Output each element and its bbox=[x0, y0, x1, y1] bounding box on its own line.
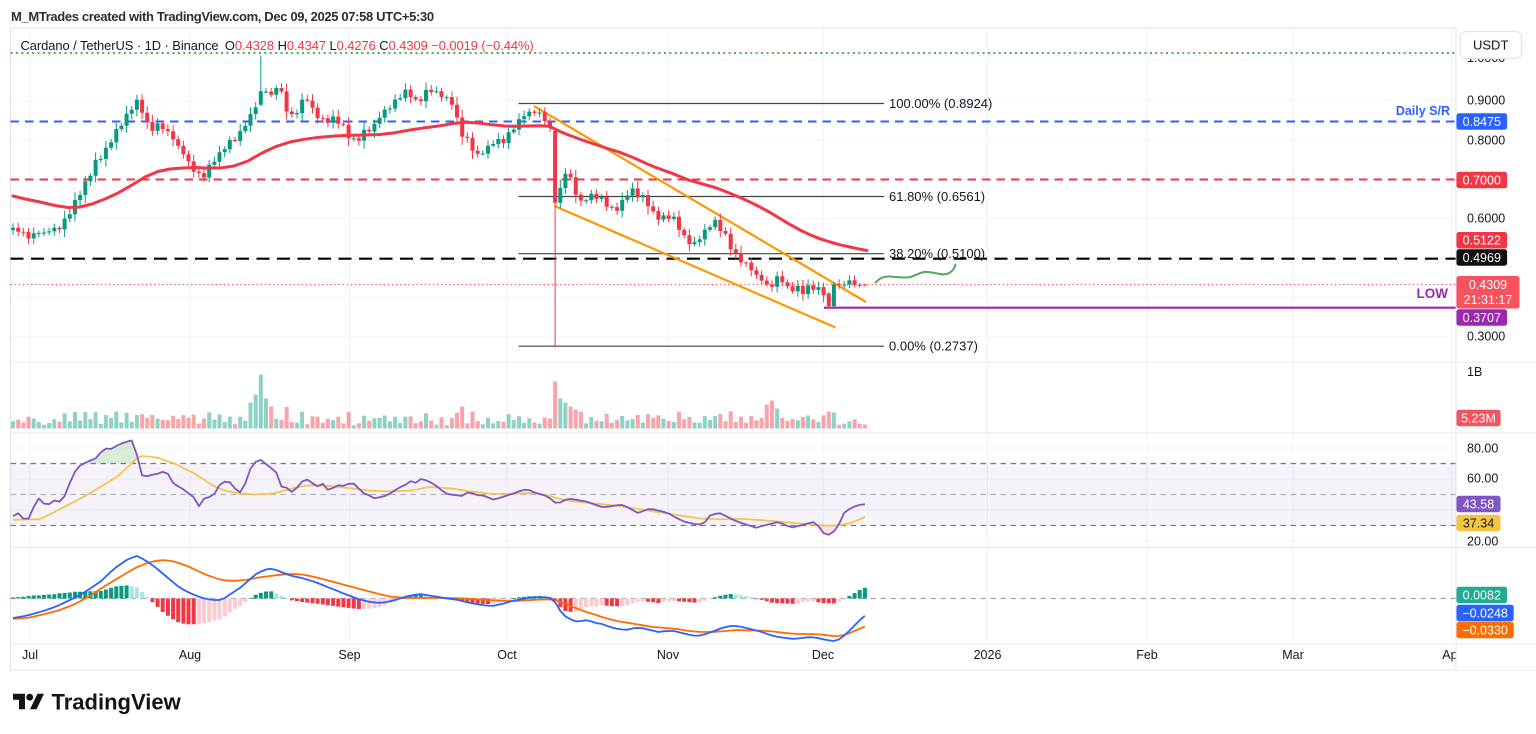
svg-text:M_MTrades created with Trading: M_MTrades created with TradingView.com, … bbox=[11, 9, 434, 24]
svg-text:38.20% (0.5100): 38.20% (0.5100) bbox=[889, 246, 985, 261]
svg-text:0.4969: 0.4969 bbox=[1463, 251, 1501, 265]
svg-text:37.34: 37.34 bbox=[1463, 516, 1494, 530]
svg-text:0.4309: 0.4309 bbox=[1469, 278, 1507, 292]
svg-text:100.00% (0.8924): 100.00% (0.8924) bbox=[889, 96, 992, 111]
svg-text:Oct: Oct bbox=[497, 648, 517, 662]
svg-text:0.9000: 0.9000 bbox=[1467, 93, 1505, 107]
svg-text:USDT: USDT bbox=[1473, 38, 1508, 53]
svg-text:5.23M: 5.23M bbox=[1461, 411, 1496, 425]
svg-text:0.8475: 0.8475 bbox=[1463, 115, 1501, 129]
svg-text:Aug: Aug bbox=[179, 648, 201, 662]
svg-text:Cardano / TetherUS · 1D · Bina: Cardano / TetherUS · 1D · Binance O0.432… bbox=[21, 38, 534, 53]
svg-text:TradingView: TradingView bbox=[52, 690, 182, 715]
svg-text:0.8000: 0.8000 bbox=[1467, 133, 1505, 147]
svg-text:60.00: 60.00 bbox=[1467, 471, 1498, 485]
svg-text:0.7000: 0.7000 bbox=[1463, 173, 1501, 187]
svg-text:−0.0248: −0.0248 bbox=[1462, 606, 1508, 620]
svg-text:−0.0330: −0.0330 bbox=[1462, 623, 1508, 637]
svg-text:0.6000: 0.6000 bbox=[1467, 211, 1505, 225]
svg-text:Jul: Jul bbox=[22, 648, 38, 662]
svg-text:Nov: Nov bbox=[657, 648, 680, 662]
svg-text:Feb: Feb bbox=[1136, 648, 1158, 662]
svg-text:21:31:17: 21:31:17 bbox=[1464, 293, 1513, 307]
svg-text:0.5122: 0.5122 bbox=[1463, 234, 1501, 248]
svg-text:20.00: 20.00 bbox=[1467, 534, 1498, 548]
svg-text:Mar: Mar bbox=[1282, 648, 1304, 662]
svg-text:Sep: Sep bbox=[338, 648, 360, 662]
svg-text:0.3707: 0.3707 bbox=[1463, 311, 1501, 325]
svg-text:80.00: 80.00 bbox=[1467, 441, 1498, 455]
svg-text:LOW: LOW bbox=[1417, 286, 1449, 301]
svg-text:1B: 1B bbox=[1467, 365, 1482, 379]
svg-text:Daily S/R: Daily S/R bbox=[1396, 104, 1450, 118]
svg-text:0.00% (0.2737): 0.00% (0.2737) bbox=[889, 339, 978, 354]
svg-text:0.0082: 0.0082 bbox=[1463, 588, 1501, 602]
svg-text:2026: 2026 bbox=[974, 648, 1002, 662]
svg-text:0.3000: 0.3000 bbox=[1467, 329, 1505, 343]
svg-text:61.80% (0.6561): 61.80% (0.6561) bbox=[889, 189, 985, 204]
svg-text:Dec: Dec bbox=[812, 648, 834, 662]
svg-text:43.58: 43.58 bbox=[1463, 497, 1494, 511]
